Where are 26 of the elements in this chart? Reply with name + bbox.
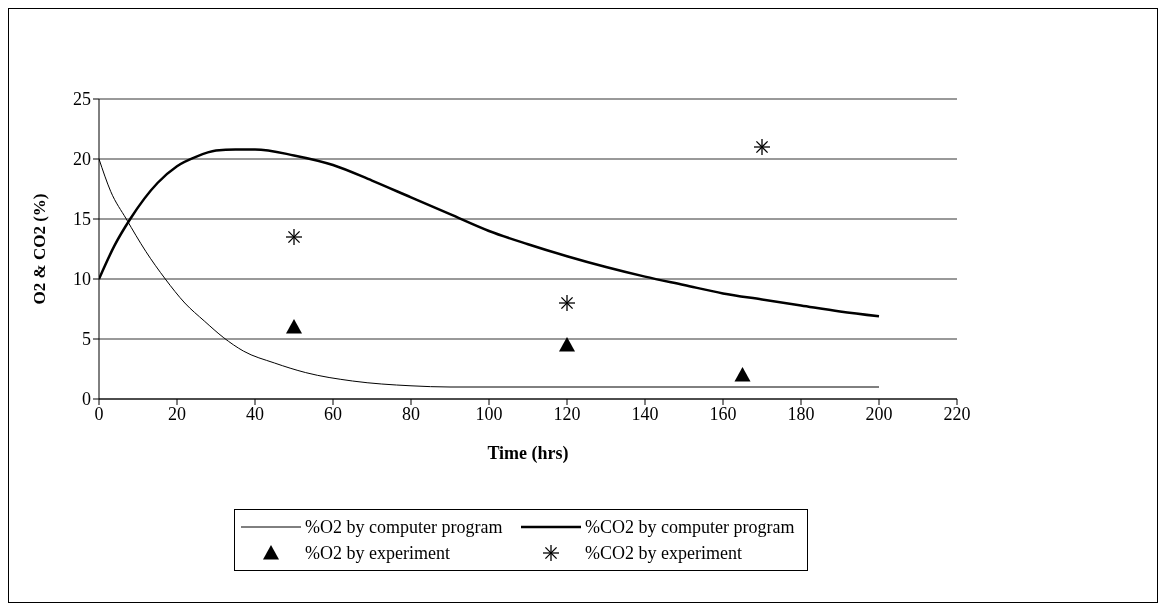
legend-label: %CO2 by experiment (585, 542, 742, 564)
y-tick-label: 20 (73, 149, 91, 170)
x-tick-label: 220 (943, 403, 971, 424)
point (286, 319, 302, 334)
x-tick-label: 60 (324, 403, 342, 424)
legend-label: %O2 by computer program (305, 516, 503, 538)
y-axis-title: O2 & CO2 (%) (30, 193, 50, 305)
y-tick-label: 0 (82, 389, 91, 410)
y-tick-label: 5 (82, 329, 91, 350)
x-tick-label: 20 (168, 403, 186, 424)
y-tick-label: 25 (73, 89, 91, 110)
x-tick-label: 120 (553, 403, 581, 424)
x-tick-label: 100 (475, 403, 503, 424)
y-tick-label: 10 (73, 269, 91, 290)
x-tick-label: 40 (246, 403, 264, 424)
x-tick-label: 180 (787, 403, 815, 424)
x-tick-label: 160 (709, 403, 737, 424)
legend-label: %O2 by experiment (305, 542, 450, 564)
point (559, 337, 575, 352)
x-tick-label: 200 (865, 403, 893, 424)
legend-label: %CO2 by computer program (585, 516, 795, 538)
point (734, 367, 751, 382)
x-tick-label: 140 (631, 403, 659, 424)
y-tick-label: 15 (73, 209, 91, 230)
x-tick-label: 80 (402, 403, 420, 424)
x-axis-title: Time (hrs) (487, 443, 569, 464)
